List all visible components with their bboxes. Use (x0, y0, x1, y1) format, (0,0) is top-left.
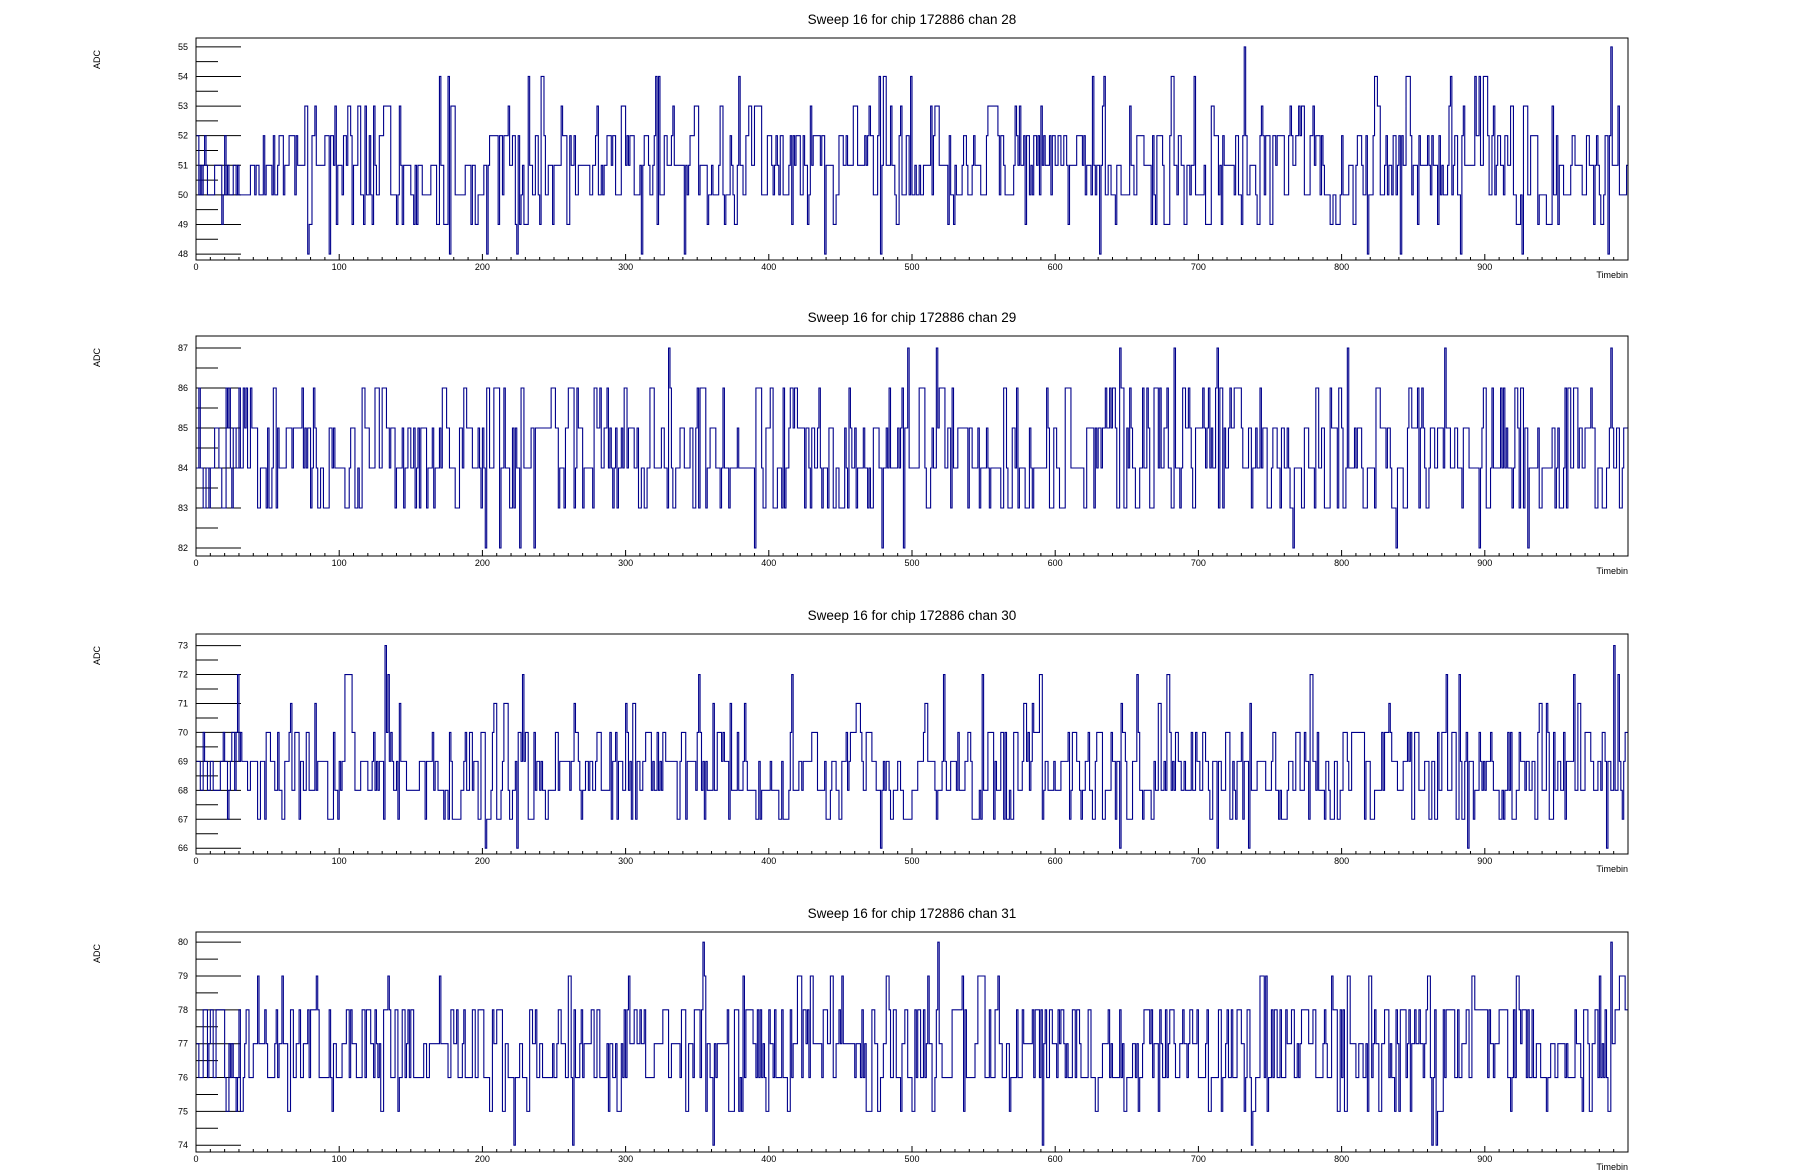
chart-panel-2: Sweep 16 for chip 172886 chan 30 ADC Timeb… (92, 608, 1629, 874)
x-axis-label: Timebin (1596, 1162, 1628, 1172)
x-tick-label: 500 (904, 1154, 919, 1164)
y-tick-label: 76 (178, 1073, 188, 1083)
plot-frame (195, 633, 1629, 855)
x-tick-label: 900 (1477, 1154, 1492, 1164)
y-tick-label: 72 (178, 670, 188, 680)
y-tick-label: 53 (178, 101, 188, 111)
x-tick-label: 200 (475, 1154, 490, 1164)
y-tick-label: 51 (178, 160, 188, 170)
chart-title: Sweep 16 for chip 172886 chan 31 (808, 906, 1017, 921)
x-tick-label: 500 (904, 262, 919, 272)
x-tick-label: 400 (761, 558, 776, 568)
y-tick-label: 68 (178, 785, 188, 795)
y-tick-label: 52 (178, 131, 188, 141)
x-tick-label: 700 (1191, 856, 1206, 866)
x-axis-label: Timebin (1596, 864, 1628, 874)
series-line (196, 645, 1628, 849)
x-tick-label: 200 (475, 856, 490, 866)
y-tick-label: 80 (178, 937, 188, 947)
y-tick-label: 49 (178, 219, 188, 229)
chart-panel-0: Sweep 16 for chip 172886 chan 28 ADC Timeb… (92, 12, 1629, 280)
y-tick-label: 74 (178, 1140, 188, 1150)
x-tick-label: 300 (618, 1154, 633, 1164)
x-tick-label: 400 (761, 856, 776, 866)
x-tick-label: 600 (1048, 856, 1063, 866)
chart-panel-1: Sweep 16 for chip 172886 chan 29 ADC Timeb… (92, 310, 1629, 576)
y-tick-label: 78 (178, 1005, 188, 1015)
x-tick-label: 200 (475, 262, 490, 272)
y-tick-label: 82 (178, 543, 188, 553)
y-axis-label: ADC (92, 50, 102, 70)
x-tick-label: 600 (1048, 262, 1063, 272)
y-axis-label: ADC (92, 646, 102, 666)
x-tick-label: 900 (1477, 262, 1492, 272)
y-tick-label: 75 (178, 1106, 188, 1116)
x-tick-label: 800 (1334, 1154, 1349, 1164)
x-tick-label: 600 (1048, 558, 1063, 568)
y-tick-label: 71 (178, 698, 188, 708)
y-tick-label: 84 (178, 463, 188, 473)
series-line (196, 347, 1628, 549)
y-tick-label: 55 (178, 42, 188, 52)
x-tick-label: 100 (332, 262, 347, 272)
y-tick-label: 70 (178, 727, 188, 737)
x-tick-label: 700 (1191, 558, 1206, 568)
x-tick-label: 0 (193, 558, 198, 568)
x-tick-label: 600 (1048, 1154, 1063, 1164)
y-tick-label: 86 (178, 383, 188, 393)
x-tick-label: 200 (475, 558, 490, 568)
x-tick-label: 300 (618, 558, 633, 568)
x-tick-label: 900 (1477, 558, 1492, 568)
y-tick-label: 69 (178, 756, 188, 766)
x-tick-label: 100 (332, 558, 347, 568)
y-tick-label: 48 (178, 249, 188, 259)
x-tick-label: 300 (618, 856, 633, 866)
x-tick-label: 500 (904, 856, 919, 866)
y-tick-label: 54 (178, 71, 188, 81)
x-tick-label: 0 (193, 1154, 198, 1164)
x-tick-label: 800 (1334, 856, 1349, 866)
x-tick-label: 0 (193, 856, 198, 866)
y-tick-label: 50 (178, 190, 188, 200)
x-tick-label: 700 (1191, 262, 1206, 272)
y-axis-label: ADC (92, 944, 102, 964)
plot-frame (195, 931, 1629, 1153)
y-tick-label: 67 (178, 814, 188, 824)
y-tick-label: 66 (178, 843, 188, 853)
y-tick-label: 77 (178, 1039, 188, 1049)
x-tick-label: 400 (761, 262, 776, 272)
y-tick-label: 87 (178, 343, 188, 353)
x-tick-label: 300 (618, 262, 633, 272)
x-tick-label: 800 (1334, 262, 1349, 272)
series-line (196, 941, 1628, 1146)
x-axis-label: Timebin (1596, 566, 1628, 576)
x-tick-label: 100 (332, 856, 347, 866)
y-tick-label: 85 (178, 423, 188, 433)
chart-title: Sweep 16 for chip 172886 chan 28 (808, 12, 1017, 27)
plot-frame (195, 335, 1629, 557)
x-tick-label: 800 (1334, 558, 1349, 568)
chart-title: Sweep 16 for chip 172886 chan 29 (808, 310, 1017, 325)
chart-panel-3: Sweep 16 for chip 172886 chan 31 ADC Timeb… (92, 906, 1629, 1172)
y-tick-label: 79 (178, 971, 188, 981)
x-tick-label: 0 (193, 262, 198, 272)
series-line (196, 46, 1628, 255)
y-tick-label: 73 (178, 641, 188, 651)
y-tick-label: 83 (178, 503, 188, 513)
x-tick-label: 900 (1477, 856, 1492, 866)
chart-title: Sweep 16 for chip 172886 chan 30 (808, 608, 1017, 623)
x-tick-label: 500 (904, 558, 919, 568)
x-tick-label: 100 (332, 1154, 347, 1164)
x-tick-label: 400 (761, 1154, 776, 1164)
plot-frame (195, 37, 1629, 261)
x-axis-label: Timebin (1596, 270, 1628, 280)
x-tick-label: 700 (1191, 1154, 1206, 1164)
y-axis-label: ADC (92, 348, 102, 368)
